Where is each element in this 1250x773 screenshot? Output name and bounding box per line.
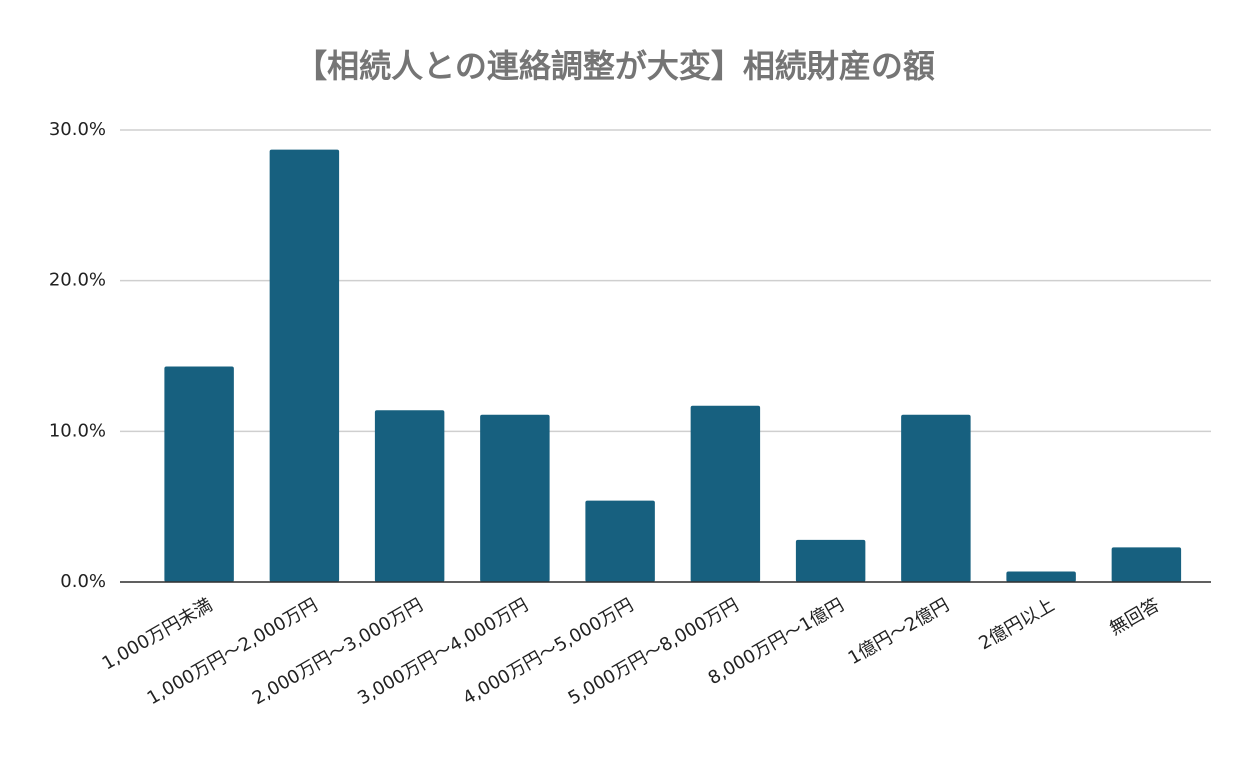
x-tick-label: 5,000万円～8,000万円: [565, 594, 743, 709]
y-tick-label: 20.0%: [49, 270, 106, 291]
bar: [269, 149, 340, 582]
x-tick-label: 2,000万円～3,000万円: [249, 594, 427, 709]
y-tick-label: 10.0%: [49, 420, 106, 441]
x-tick-label: 1億円～2億円: [845, 594, 953, 669]
y-tick-label: 0.0%: [60, 571, 106, 592]
bar: [1006, 571, 1076, 582]
x-tick-label: 2億円以上: [975, 594, 1058, 654]
chart-title: 【相続人との連絡調整が大変】相続財産の額: [295, 47, 935, 85]
bar: [480, 414, 550, 582]
bar: [585, 500, 655, 582]
x-tick-label: 無回答: [1106, 594, 1163, 639]
bar: [690, 405, 761, 582]
bar: [164, 366, 234, 582]
x-tick-label: 4,000万円～5,000万円: [459, 594, 637, 709]
bar: [1111, 547, 1182, 582]
bar: [795, 539, 866, 582]
bar: [901, 414, 971, 582]
x-tick-label: 1,000万円～2,000万円: [144, 594, 322, 709]
bar: [374, 410, 445, 582]
x-tick-label: 3,000万円～4,000万円: [354, 594, 532, 709]
y-tick-label: 30.0%: [49, 119, 106, 140]
